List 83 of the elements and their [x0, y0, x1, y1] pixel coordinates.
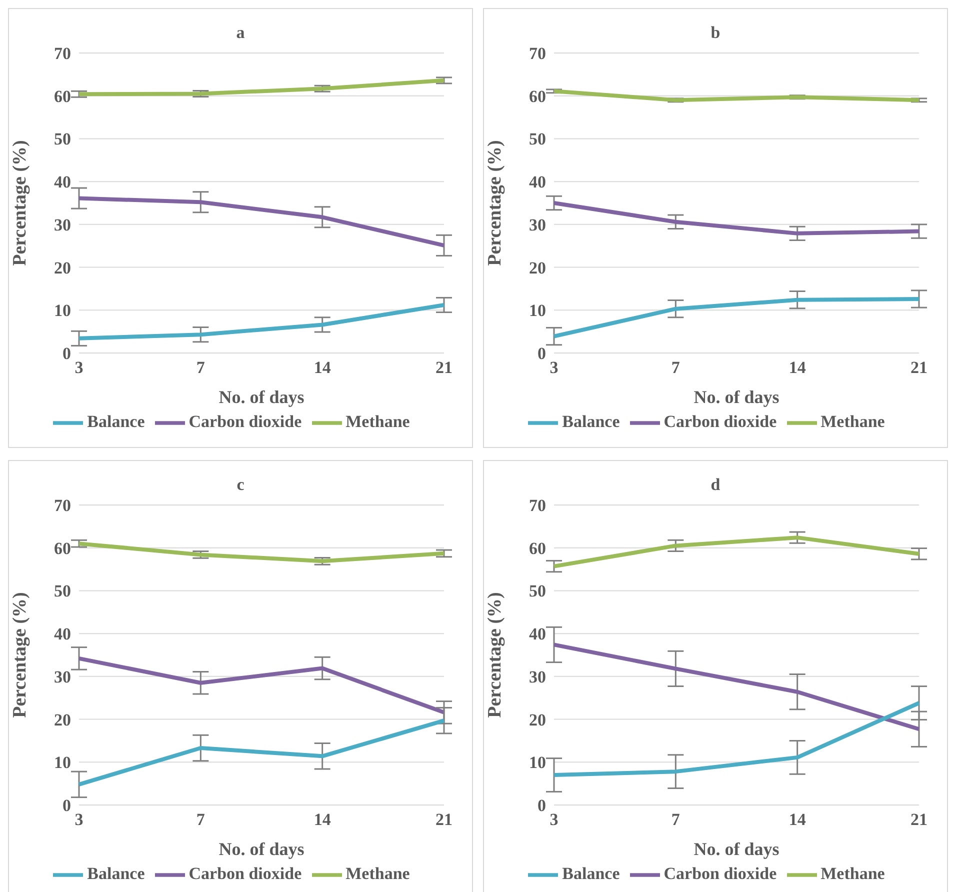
y-axis-title: Percentage (%)	[484, 140, 506, 266]
y-tick-label: 20	[529, 710, 546, 730]
legend-label: Carbon dioxide	[188, 864, 302, 883]
x-axis-title: No. of days	[218, 839, 304, 859]
line-series	[552, 536, 921, 568]
line-series	[77, 718, 446, 786]
legend-label: Methane	[346, 864, 410, 883]
y-tick-label: 20	[54, 258, 71, 278]
x-tick-label: 7	[196, 810, 206, 830]
y-tick-label: 60	[529, 86, 546, 106]
x-tick-label: 14	[314, 358, 332, 378]
chart-title: c	[236, 475, 246, 495]
line-series	[77, 78, 446, 96]
y-tick-label: 30	[54, 667, 71, 686]
x-tick-label: 3	[74, 358, 84, 378]
x-tick-label: 21	[436, 810, 452, 830]
line-series	[552, 701, 921, 777]
line-series	[552, 201, 921, 236]
x-tick-label: 7	[671, 810, 680, 830]
line-series	[77, 196, 446, 248]
x-tick-label: 14	[314, 810, 332, 830]
legend-label: Methane	[346, 412, 410, 431]
y-tick-label: 30	[529, 215, 546, 234]
chart-title: a	[235, 23, 246, 43]
y-tick-label: 40	[529, 624, 546, 644]
x-tick-label: 3	[550, 358, 558, 378]
legend-label: Carbon dioxide	[188, 412, 302, 431]
y-tick-label: 0	[538, 344, 546, 364]
line-series	[552, 642, 921, 732]
x-tick-label: 21	[910, 810, 928, 830]
y-tick-label: 40	[529, 172, 546, 192]
legend-label: Carbon dioxide	[664, 412, 777, 431]
y-tick-label: 70	[54, 44, 71, 64]
y-tick-label: 10	[54, 301, 71, 320]
chart-title: d	[710, 475, 722, 495]
y-axis-title: Percentage (%)	[10, 140, 31, 266]
x-axis-title: No. of days	[694, 839, 780, 859]
y-tick-label: 20	[529, 258, 546, 278]
legend-label: Balance	[562, 412, 620, 431]
y-tick-label: 70	[529, 44, 546, 64]
y-axis-title: Percentage (%)	[10, 592, 31, 718]
y-tick-label: 10	[54, 753, 71, 772]
x-tick-label: 14	[788, 810, 806, 830]
legend-label: Carbon dioxide	[664, 864, 777, 883]
legend-label: Methane	[820, 864, 885, 883]
x-axis-title: No. of days	[218, 387, 304, 407]
x-tick-label: 3	[74, 810, 84, 830]
y-tick-label: 60	[54, 86, 71, 106]
line-series	[77, 656, 446, 714]
x-tick-label: 3	[550, 810, 558, 830]
y-tick-label: 50	[54, 130, 71, 149]
y-tick-label: 50	[529, 130, 546, 149]
y-tick-label: 10	[529, 301, 546, 320]
y-tick-label: 30	[54, 215, 71, 234]
y-axis-title: Percentage (%)	[484, 592, 506, 718]
legend-label: Balance	[87, 864, 145, 883]
y-tick-label: 40	[54, 624, 71, 644]
y-tick-label: 0	[538, 796, 546, 816]
x-tick-label: 7	[196, 358, 206, 378]
y-tick-label: 20	[54, 710, 71, 730]
legend-label: Balance	[562, 864, 620, 883]
y-tick-label: 0	[62, 796, 71, 816]
y-tick-label: 50	[529, 582, 546, 601]
x-tick-label: 7	[671, 358, 680, 378]
y-tick-label: 60	[54, 538, 71, 558]
chart-title: b	[710, 23, 722, 43]
y-tick-label: 70	[54, 496, 71, 516]
line-series	[77, 303, 446, 340]
legend-label: Methane	[820, 412, 885, 431]
x-axis-title: No. of days	[694, 387, 780, 407]
y-tick-label: 30	[529, 667, 546, 686]
y-tick-label: 50	[54, 582, 71, 601]
y-tick-label: 60	[529, 538, 546, 558]
line-series	[552, 297, 921, 338]
y-tick-label: 40	[54, 172, 71, 192]
y-tick-label: 0	[62, 344, 71, 364]
legend-label: Balance	[87, 412, 145, 431]
line-series	[77, 542, 446, 564]
y-tick-label: 10	[529, 753, 546, 772]
y-tick-label: 70	[529, 496, 546, 516]
x-tick-label: 21	[436, 358, 452, 378]
x-tick-label: 14	[788, 358, 806, 378]
x-tick-label: 21	[910, 358, 928, 378]
